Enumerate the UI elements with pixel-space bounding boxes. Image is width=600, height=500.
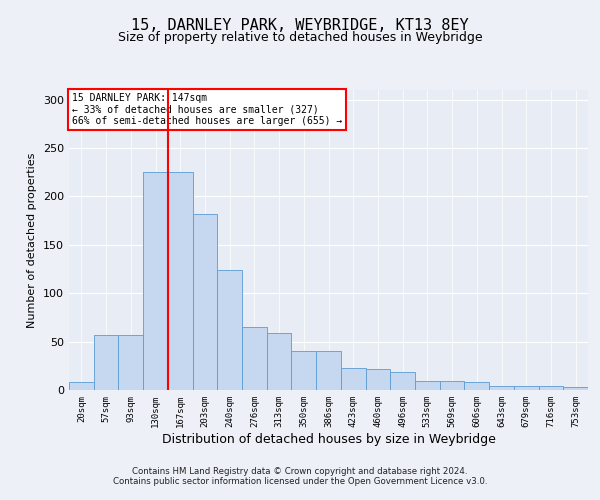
Y-axis label: Number of detached properties: Number of detached properties [28, 152, 37, 328]
Bar [514, 386, 539, 390]
Bar [489, 386, 514, 390]
Bar [316, 352, 341, 390]
Text: Size of property relative to detached houses in Weybridge: Size of property relative to detached ho… [118, 31, 482, 44]
Text: Contains public sector information licensed under the Open Government Licence v3: Contains public sector information licen… [113, 477, 487, 486]
Bar [217, 270, 242, 390]
Bar [464, 382, 489, 390]
Bar [390, 372, 415, 390]
Bar [292, 352, 316, 390]
Bar [193, 214, 217, 390]
Text: 15, DARNLEY PARK, WEYBRIDGE, KT13 8EY: 15, DARNLEY PARK, WEYBRIDGE, KT13 8EY [131, 18, 469, 32]
Text: Distribution of detached houses by size in Weybridge: Distribution of detached houses by size … [162, 432, 496, 446]
Bar [69, 382, 94, 390]
Bar [94, 335, 118, 390]
Bar [143, 172, 168, 390]
Bar [118, 335, 143, 390]
Bar [563, 387, 588, 390]
Bar [267, 333, 292, 390]
Text: Contains HM Land Registry data © Crown copyright and database right 2024.: Contains HM Land Registry data © Crown c… [132, 467, 468, 476]
Bar [440, 382, 464, 390]
Bar [415, 382, 440, 390]
Bar [341, 368, 365, 390]
Bar [539, 386, 563, 390]
Bar [365, 368, 390, 390]
Text: 15 DARNLEY PARK: 147sqm
← 33% of detached houses are smaller (327)
66% of semi-d: 15 DARNLEY PARK: 147sqm ← 33% of detache… [71, 93, 342, 126]
Bar [168, 172, 193, 390]
Bar [242, 327, 267, 390]
